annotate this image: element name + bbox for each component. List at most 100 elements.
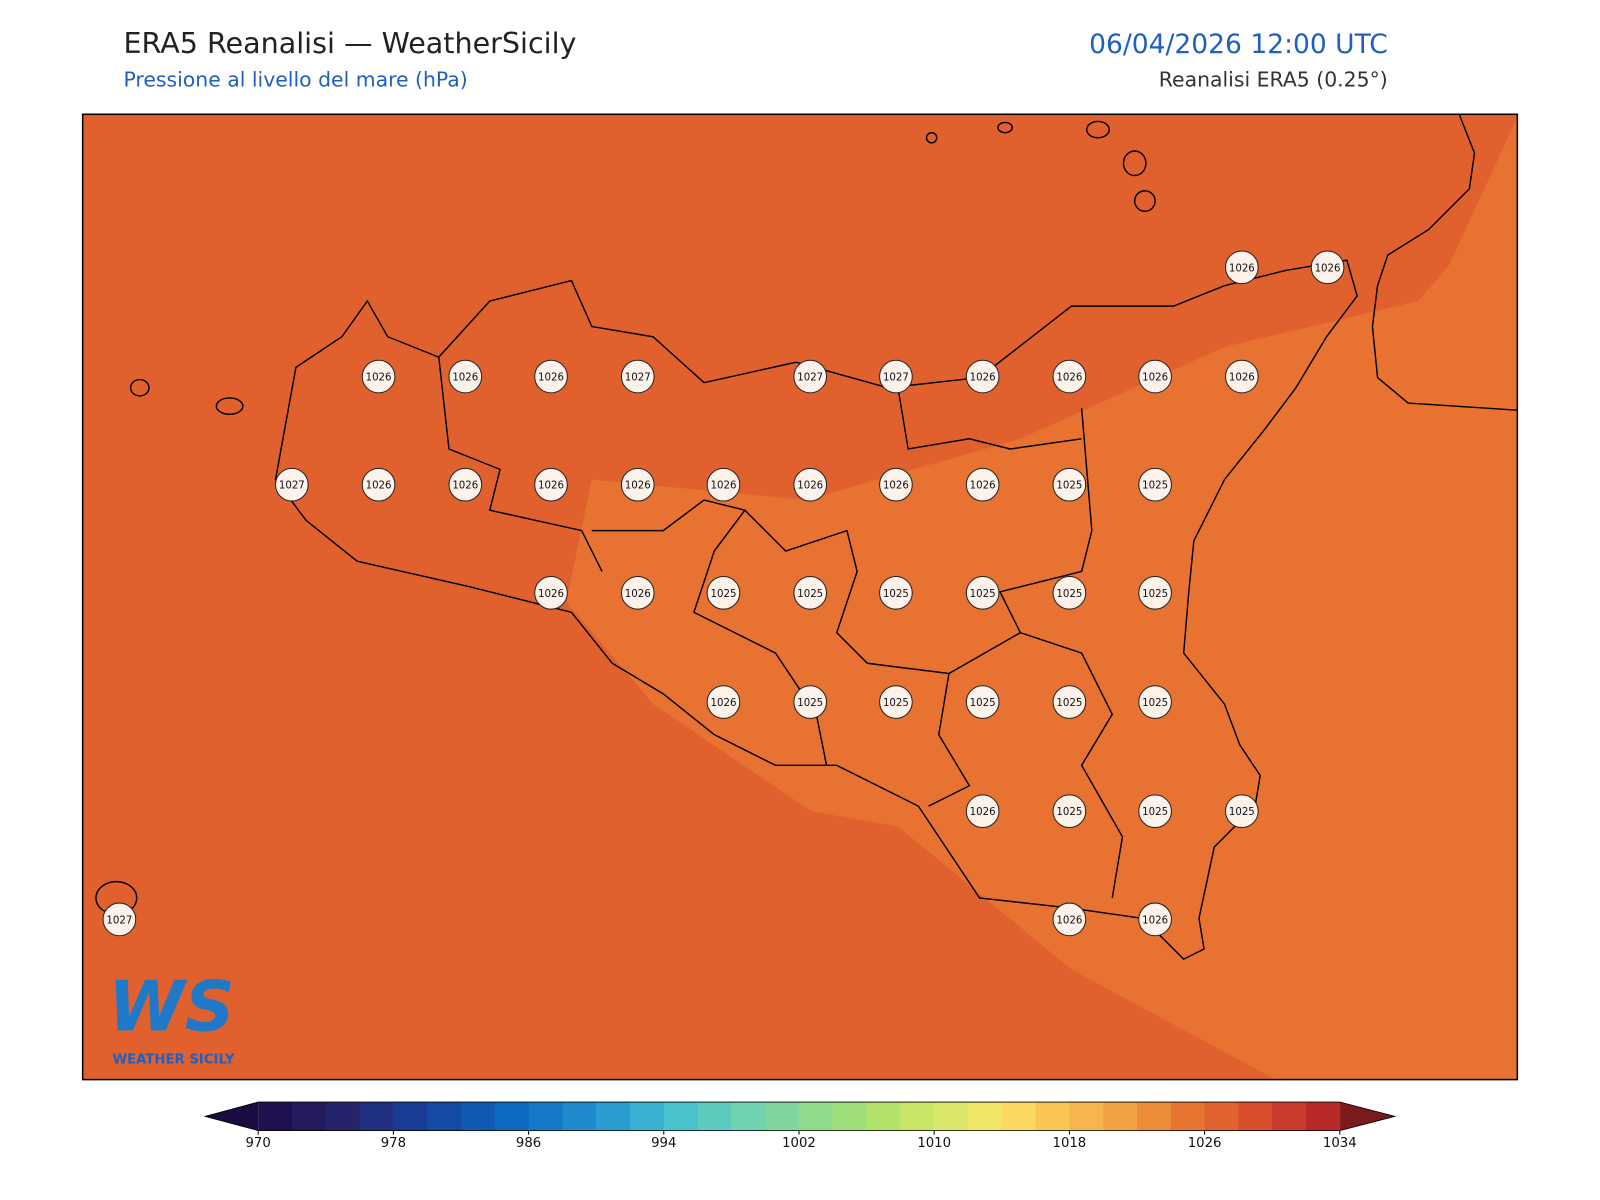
station-marker — [1052, 685, 1087, 719]
station: 1026 — [965, 359, 1000, 394]
colorbar-segment — [1272, 1102, 1307, 1131]
station: 1026 — [1225, 359, 1259, 394]
station-marker — [1225, 250, 1259, 285]
station: 1027 — [102, 902, 137, 937]
station: 1025 — [965, 576, 1000, 610]
station-value: 1026 — [1229, 373, 1255, 384]
colorbar-segment — [629, 1102, 665, 1131]
colorbar-segment — [258, 1102, 293, 1131]
station: 1026 — [448, 359, 483, 394]
station-value: 1025 — [970, 589, 996, 600]
colorbar-segment — [1204, 1102, 1239, 1131]
station-marker — [102, 902, 137, 937]
station: 1026 — [1138, 902, 1172, 937]
station-marker — [1052, 902, 1087, 937]
station-value: 1026 — [1315, 263, 1341, 274]
station-marker — [706, 467, 741, 502]
station: 1025 — [879, 576, 913, 610]
station-marker — [1138, 576, 1172, 610]
station-marker — [965, 576, 1000, 610]
logo-name: WEATHER SICILY — [112, 1052, 234, 1067]
station-marker — [879, 359, 913, 394]
station-marker — [1052, 794, 1087, 829]
station: 1027 — [879, 359, 913, 394]
colorbar-under — [205, 1102, 259, 1131]
station-value: 1026 — [1142, 915, 1168, 926]
station-marker — [620, 359, 655, 394]
station-value: 1026 — [711, 698, 737, 709]
station-value: 1025 — [1142, 698, 1168, 709]
station-value: 1026 — [538, 373, 564, 384]
colorbar-segment — [1136, 1102, 1172, 1131]
colorbar-segment — [697, 1102, 732, 1131]
colorbar-segment — [1069, 1102, 1104, 1131]
station-value: 1026 — [452, 481, 478, 492]
calabria-coast — [1371, 114, 1518, 411]
station-value: 1025 — [797, 589, 823, 600]
station-value: 1026 — [1229, 263, 1255, 274]
colorbar-segment — [291, 1102, 327, 1131]
station-value: 1026 — [797, 481, 823, 492]
station-value: 1025 — [883, 698, 909, 709]
colorbar-tick-label: 994 — [651, 1136, 676, 1151]
island — [997, 121, 1013, 134]
station: 1026 — [706, 467, 741, 502]
island — [1122, 150, 1147, 177]
station-value: 1025 — [1056, 481, 1082, 492]
station: 1026 — [879, 467, 913, 502]
colorbar-segment — [1305, 1102, 1341, 1131]
station: 1025 — [879, 685, 913, 719]
station: 1026 — [965, 467, 1000, 502]
station: 1026 — [793, 467, 828, 502]
station-value: 1026 — [625, 481, 651, 492]
station-marker — [534, 576, 568, 610]
station-value: 1027 — [106, 915, 132, 926]
island — [1133, 190, 1156, 212]
station-marker — [965, 794, 1000, 829]
datetime: 06/04/2026 12:00 UTC — [1089, 29, 1388, 60]
station-values: 1026 1026 1026 1026 1026 1027 1027 1027 1026 1026… — [102, 250, 1345, 937]
station-value: 1026 — [883, 481, 909, 492]
colorbar-segment — [325, 1102, 361, 1131]
station: 1027 — [793, 359, 828, 394]
colorbar-segment — [832, 1102, 868, 1131]
colorbar-over — [1339, 1102, 1395, 1131]
title: ERA5 Reanalisi — WeatherSicily — [123, 26, 576, 60]
map-frame — [81, 113, 1519, 1081]
station: 1025 — [1138, 576, 1172, 610]
station-value: 1025 — [1056, 807, 1082, 818]
station-marker — [620, 576, 655, 610]
station-marker — [1138, 794, 1172, 829]
station-value: 1026 — [366, 373, 392, 384]
station-marker — [534, 359, 568, 394]
station-marker — [879, 576, 913, 610]
station: 1025 — [1052, 685, 1087, 719]
station-value: 1027 — [883, 373, 909, 384]
station: 1025 — [965, 685, 1000, 719]
colorbar-segment — [967, 1102, 1003, 1131]
colorbar-tick-label: 1002 — [782, 1136, 816, 1151]
station-marker — [1052, 359, 1087, 394]
island — [129, 378, 150, 397]
station-value: 1026 — [970, 807, 996, 818]
colorbar-outline — [203, 1101, 1397, 1132]
colorbar-segment — [798, 1102, 834, 1131]
colorbar-tick-label: 1026 — [1188, 1136, 1222, 1151]
station: 1025 — [1138, 685, 1172, 719]
station: 1026 — [965, 794, 1000, 829]
colorbar-segment — [1238, 1102, 1273, 1131]
colorbar-segment — [765, 1102, 800, 1131]
colorbar-tick-label: 986 — [516, 1136, 541, 1151]
station-marker — [448, 467, 483, 502]
colorbar-tick-label: 1018 — [1053, 1136, 1087, 1151]
colorbar-segment — [934, 1102, 969, 1131]
station-marker — [1138, 902, 1172, 937]
station-value: 1027 — [625, 373, 651, 384]
station-value: 1026 — [538, 589, 564, 600]
colorbar-tick-label: 970 — [246, 1136, 271, 1151]
station: 1026 — [1052, 902, 1087, 937]
station-value: 1025 — [1229, 807, 1255, 818]
station: 1025 — [793, 685, 828, 719]
station: 1026 — [1225, 250, 1259, 285]
station: 1025 — [793, 576, 828, 610]
